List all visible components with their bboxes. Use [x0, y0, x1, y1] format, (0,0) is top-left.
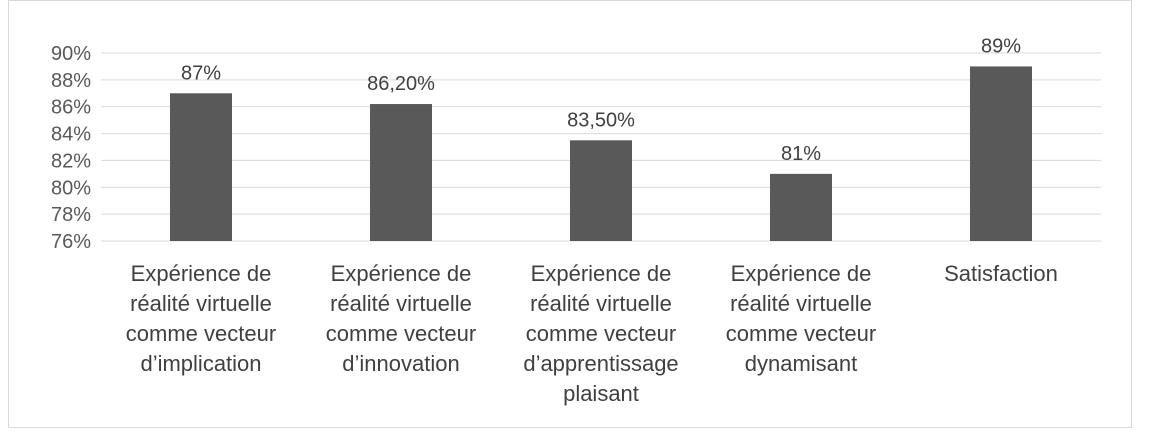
category-label-line: comme vecteur: [126, 321, 276, 346]
y-tick-label-80: 80%: [51, 177, 91, 199]
category-label-1: Expérience de réalité virtuelle comme vect…: [126, 261, 276, 376]
category-label-line: Satisfaction: [944, 261, 1058, 286]
category-label-line: d’apprentissage: [523, 351, 678, 376]
category-label-line: plaisant: [563, 381, 639, 406]
y-tick-label-88: 88%: [51, 70, 91, 92]
bar-chart: 76% 78% 80% 82% 84% 86% 88% 90% 87% 86,20% 83,50%…: [51, 35, 1101, 406]
data-label-5: 89%: [981, 35, 1021, 57]
category-label-line: réalité virtuelle: [330, 291, 472, 316]
y-tick-label-78: 78%: [51, 204, 91, 226]
data-labels: 87% 86,20% 83,50% 81% 89%: [181, 35, 1021, 164]
bar-2: [370, 104, 432, 242]
category-label-line: dynamisant: [745, 351, 858, 376]
bars: [170, 66, 1032, 242]
category-label-line: d’implication: [140, 351, 261, 376]
category-label-line: comme vecteur: [526, 321, 676, 346]
bar-1: [170, 93, 232, 242]
category-label-line: Expérience de: [531, 261, 672, 286]
category-label-3: Expérience de réalité virtuelle comme vect…: [523, 261, 678, 406]
category-label-line: Expérience de: [131, 261, 272, 286]
category-label-line: comme vecteur: [326, 321, 476, 346]
category-label-line: réalité virtuelle: [130, 291, 272, 316]
bar-3: [570, 140, 632, 241]
category-labels: Expérience de réalité virtuelle comme vect…: [126, 261, 1058, 406]
category-label-2: Expérience de réalité virtuelle comme vect…: [326, 261, 476, 376]
y-tick-label-82: 82%: [51, 150, 91, 172]
data-label-2: 86,20%: [367, 73, 435, 95]
chart-frame: 76% 78% 80% 82% 84% 86% 88% 90% 87% 86,20% 83,50%…: [8, 0, 1132, 428]
category-label-line: réalité virtuelle: [530, 291, 672, 316]
y-tick-label-84: 84%: [51, 124, 91, 146]
category-label-line: Expérience de: [331, 261, 472, 286]
category-label-line: d’innovation: [342, 351, 459, 376]
y-tick-label-76: 76%: [51, 231, 91, 253]
y-tick-label-86: 86%: [51, 97, 91, 119]
bar-5: [970, 66, 1032, 241]
category-label-line: comme vecteur: [726, 321, 876, 346]
y-axis-ticks: 76% 78% 80% 82% 84% 86% 88% 90%: [51, 43, 91, 253]
category-label-4: Expérience de réalité virtuelle comme vect…: [726, 261, 876, 376]
data-label-1: 87%: [181, 62, 221, 84]
bar-4: [770, 173, 832, 241]
category-label-5: Satisfaction: [944, 261, 1058, 286]
data-label-4: 81%: [781, 143, 821, 165]
category-label-line: Expérience de: [731, 261, 872, 286]
category-label-line: réalité virtuelle: [730, 291, 872, 316]
y-tick-label-90: 90%: [51, 43, 91, 65]
data-label-3: 83,50%: [567, 109, 635, 131]
